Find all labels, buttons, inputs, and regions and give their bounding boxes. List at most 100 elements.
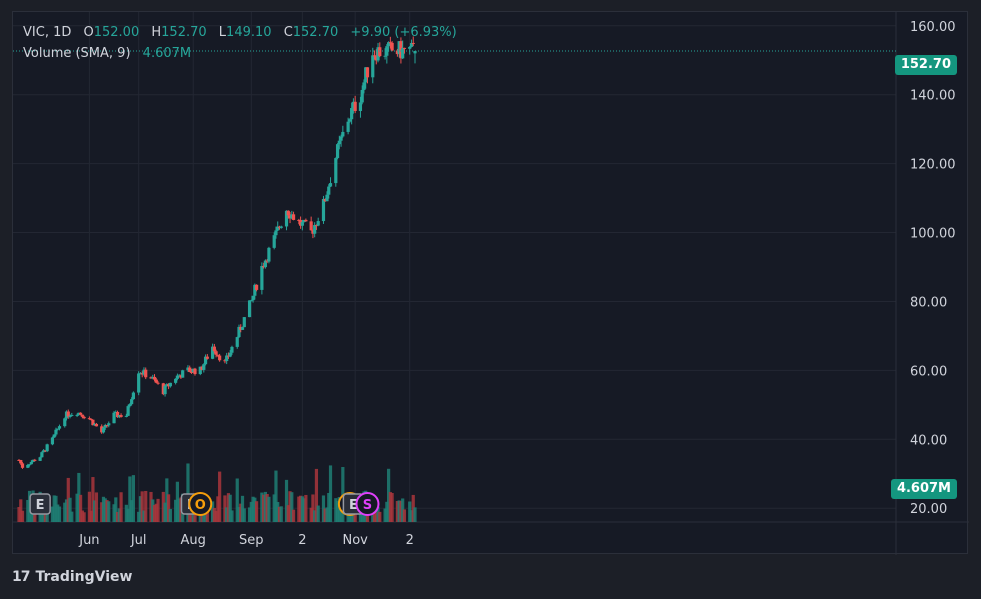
volume-bar — [274, 470, 278, 522]
volume-bar — [75, 493, 79, 522]
candle-body — [130, 399, 134, 405]
volume-bar — [388, 492, 392, 522]
candle-body — [348, 119, 352, 122]
volume-bar — [168, 508, 172, 522]
volume-bar — [214, 510, 218, 522]
low-label: L — [218, 25, 227, 40]
candle-body — [193, 368, 197, 375]
volume-bar — [198, 510, 202, 522]
candle-body — [82, 416, 86, 419]
volume-bar — [390, 492, 394, 522]
volume-bar — [365, 511, 370, 522]
volume-bar — [50, 506, 55, 522]
candle-body — [240, 327, 245, 330]
candle-body — [328, 183, 333, 187]
volume-bar — [177, 498, 181, 522]
candle-body — [216, 354, 220, 356]
volume-bar — [63, 502, 67, 522]
volume-bar — [376, 506, 380, 522]
volume-bar — [225, 507, 229, 522]
volume-bar — [242, 508, 246, 522]
candle-body — [103, 424, 107, 428]
volume-bar — [383, 508, 387, 522]
ohlc-legend: VIC, 1D O152.00 H152.70 L149.10 C152.70 … — [23, 25, 457, 40]
candle-body — [223, 360, 227, 362]
candle-body — [63, 418, 67, 427]
interval-label: 1D — [53, 25, 72, 40]
candle-body — [40, 452, 44, 458]
volume-bar — [411, 494, 415, 522]
volume-bar — [115, 511, 120, 522]
volume-bar — [105, 500, 109, 522]
candle-body — [177, 375, 181, 377]
volume-bar — [114, 497, 118, 522]
volume-bar — [91, 477, 95, 522]
volume-bar — [167, 494, 171, 522]
volume-bar — [313, 510, 317, 522]
price-tick-label: 100.00 — [910, 227, 956, 242]
volume-bar — [165, 478, 169, 522]
volume-bar — [189, 509, 194, 522]
candle-body — [27, 464, 32, 466]
volume-bar — [253, 497, 257, 522]
candle-body — [284, 210, 289, 227]
candle-body — [323, 199, 327, 202]
candle-body — [360, 89, 364, 103]
candle-body — [335, 144, 340, 159]
volume-bar — [87, 491, 91, 522]
candle-body — [297, 219, 301, 221]
candle-body — [189, 371, 194, 373]
volume-bar — [191, 509, 195, 522]
candle-body — [378, 47, 382, 57]
candle-body — [350, 108, 354, 120]
change-value: +9.90 (+6.93%) — [350, 25, 457, 40]
candle-body — [119, 415, 123, 417]
volume-bar — [251, 496, 255, 522]
candle-body — [68, 415, 72, 417]
candle-body — [181, 370, 185, 378]
volume-bar — [397, 500, 401, 522]
volume-bar — [163, 502, 167, 522]
volume-bar — [26, 499, 30, 522]
candle-body — [402, 47, 407, 49]
price-chart[interactable]: 20.00 40.00 60.00 80.00 100.00 120.00 140.00 16… — [13, 12, 969, 555]
volume-bar — [144, 490, 148, 522]
candle-body — [251, 295, 255, 301]
candle-body — [137, 373, 141, 393]
volume-bar — [56, 504, 60, 522]
candle-body — [70, 414, 74, 416]
tradingview-logo[interactable]: 17 TradingView — [12, 568, 132, 586]
chart-panel[interactable]: 20.00 40.00 60.00 80.00 100.00 120.00 140.00 16… — [12, 11, 969, 555]
candle-body — [152, 376, 157, 380]
volume-bar — [277, 506, 282, 522]
volume-bar — [52, 495, 56, 522]
volume-bar — [334, 498, 338, 522]
volume-bar — [395, 501, 399, 522]
candle-body — [56, 428, 60, 430]
volume-bar — [262, 494, 266, 522]
dividend-icon — [188, 492, 213, 516]
volume-bar — [374, 507, 378, 522]
candle-body — [179, 375, 183, 378]
price-tick-label: 120.00 — [910, 158, 956, 173]
volume-bar — [311, 494, 315, 522]
volume-bar — [66, 477, 70, 522]
candle-body — [358, 102, 363, 112]
volume-bar — [131, 475, 135, 522]
candle-body — [93, 423, 97, 426]
volume-bar — [272, 494, 276, 522]
volume-bar — [302, 498, 306, 522]
candle-body — [272, 235, 276, 248]
volume-bar — [77, 472, 81, 522]
volume-bar — [100, 502, 104, 522]
candle-body — [165, 384, 169, 386]
candle-body — [163, 385, 167, 395]
candle-body — [33, 459, 37, 461]
candle-body — [376, 47, 380, 61]
candle-body — [399, 41, 403, 59]
volume-bar — [321, 495, 326, 522]
candle-body — [175, 375, 179, 379]
price-tick-label: 40.00 — [910, 433, 947, 448]
volume-bar — [409, 510, 414, 522]
volume-bar — [19, 499, 23, 522]
